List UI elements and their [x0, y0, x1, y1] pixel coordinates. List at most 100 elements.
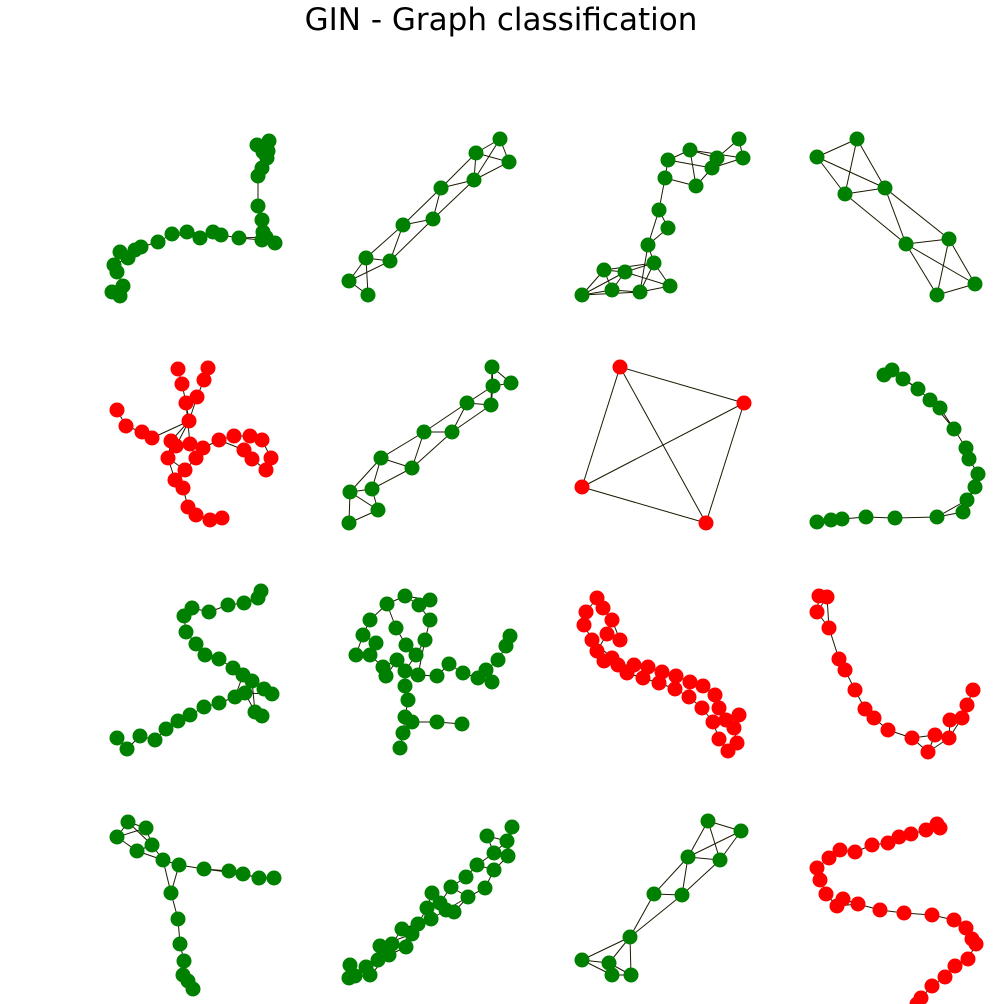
graph-node [196, 699, 212, 715]
graph-node [182, 436, 198, 452]
graph-9 [109, 583, 280, 757]
graph-node [177, 462, 193, 478]
graph-node [185, 981, 201, 997]
graph-node [503, 375, 519, 391]
graph-node [163, 885, 179, 901]
graph-edge [816, 156, 846, 195]
graph-node [147, 732, 163, 748]
graph-edge [884, 187, 907, 245]
graph-node [158, 721, 174, 737]
graph-node [612, 359, 628, 375]
graph-node [872, 902, 888, 918]
graph-node [348, 647, 364, 663]
graph-11 [576, 590, 747, 759]
graph-node [211, 432, 227, 448]
graph-node [235, 866, 251, 882]
graph-node [632, 284, 648, 300]
graph-edge [936, 238, 950, 296]
graph-node [144, 837, 160, 853]
graph-node [821, 850, 837, 866]
graph-node [242, 428, 258, 444]
graph-node [342, 484, 358, 500]
graph-node [909, 996, 925, 1004]
graph-node [368, 635, 384, 651]
graph-node [705, 714, 721, 730]
graph-node [958, 440, 974, 456]
graph-node [484, 359, 500, 375]
graph-node [604, 612, 620, 628]
graph-node [178, 624, 194, 640]
graph-node [578, 604, 594, 620]
graph-node [395, 217, 411, 233]
graph-node [424, 885, 440, 901]
graph-node [937, 969, 953, 985]
graph-node [258, 462, 274, 478]
graph-node [251, 870, 267, 886]
graph-edge [629, 894, 683, 938]
graph-node [469, 857, 485, 873]
graph-node [850, 896, 866, 912]
graph-node [362, 612, 378, 628]
graph-node [197, 647, 213, 663]
graph-node [601, 955, 617, 971]
graph-edge [581, 936, 631, 961]
graph-node [109, 402, 125, 418]
graph-node [443, 879, 459, 895]
graph-node [667, 681, 683, 697]
graph-6 [341, 359, 519, 531]
graph-node [617, 264, 633, 280]
graph-edge [581, 486, 707, 524]
graph-node [595, 600, 611, 616]
graph-node [646, 255, 662, 271]
graph-edge [816, 156, 886, 189]
graph-edge [856, 138, 886, 189]
graph-10 [348, 588, 518, 756]
graph-node [171, 857, 187, 873]
graph-node [459, 395, 475, 411]
graph-node [253, 583, 269, 599]
graph-node [736, 395, 752, 411]
graph-node [891, 829, 907, 845]
graph-node [821, 620, 837, 636]
graph-node [389, 652, 405, 668]
graph-node [192, 230, 208, 246]
graph-node [255, 224, 271, 240]
graph-node [341, 273, 357, 289]
graph-node [221, 863, 237, 879]
graph-node [876, 367, 892, 383]
graph-node [929, 509, 945, 525]
graph-node [831, 651, 847, 667]
graph-node [170, 911, 186, 927]
graph-node [695, 678, 711, 694]
graph-node [967, 276, 983, 292]
graph-1 [104, 133, 283, 304]
graph-node [604, 282, 620, 298]
graph-node [381, 947, 397, 963]
graph-node [254, 212, 270, 228]
graph-node [596, 262, 612, 278]
graph-node [818, 886, 834, 902]
graph-node [115, 278, 131, 294]
graph-edge [905, 243, 938, 296]
graph-node [211, 651, 227, 667]
graph-node [176, 953, 192, 969]
graph-node [373, 450, 389, 466]
graph-node [170, 713, 186, 729]
graph-node [455, 665, 471, 681]
graph-node [932, 400, 948, 416]
graph-node [604, 967, 620, 983]
graph-node [164, 226, 180, 242]
graph-node [196, 861, 212, 877]
graph-12 [809, 588, 981, 760]
graph-node [178, 395, 194, 411]
graph-edge [619, 366, 745, 404]
graph-node [651, 202, 667, 218]
graph-node [809, 514, 825, 530]
graph-node [623, 967, 639, 983]
graph-node [929, 287, 945, 303]
graph-node [404, 926, 420, 942]
graph-node [181, 413, 197, 429]
graph-node [660, 220, 676, 236]
graph-node [201, 604, 217, 620]
graph-node [965, 682, 981, 698]
